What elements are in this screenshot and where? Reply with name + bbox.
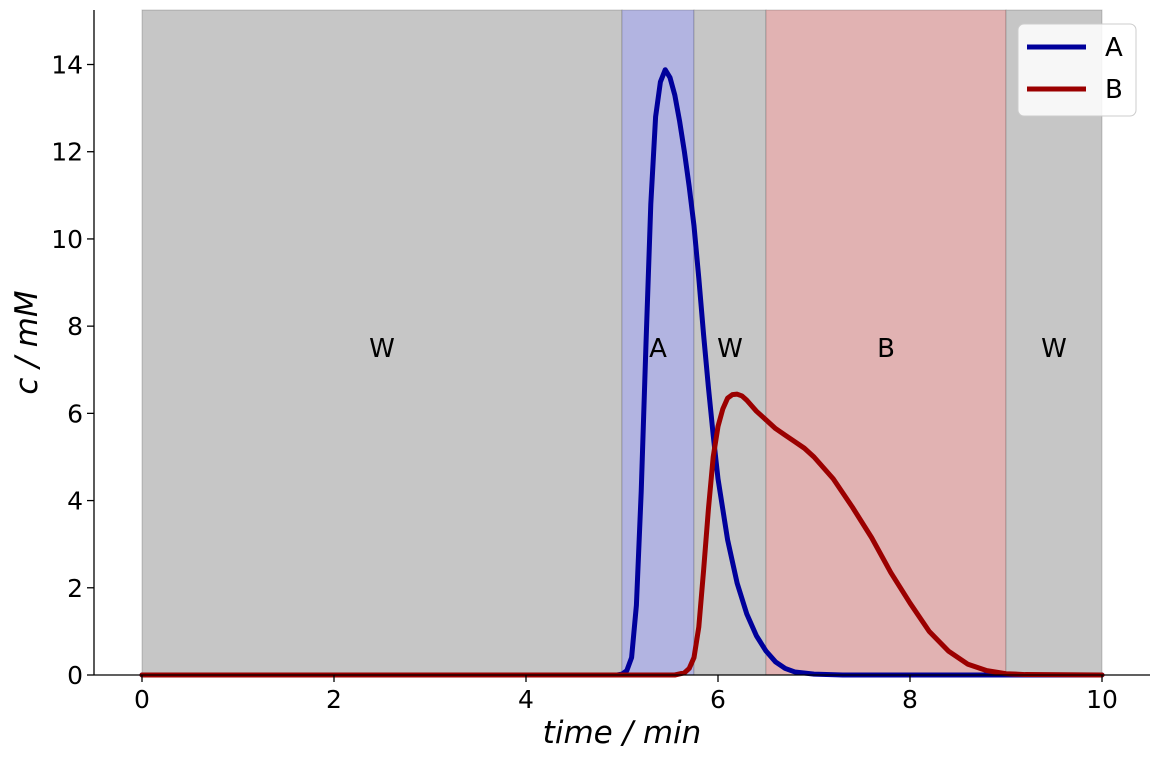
region-label-3: B <box>877 334 895 364</box>
legend-label-A: A <box>1105 33 1123 63</box>
series-line-A <box>139 67 1105 678</box>
y-tick-label-0: 0 <box>67 661 83 690</box>
legend-label-B: B <box>1105 75 1123 105</box>
series-lines <box>139 67 1105 678</box>
region-0 <box>141 9 623 676</box>
region-4 <box>1005 9 1103 676</box>
x-tick-label-4: 8 <box>902 685 918 714</box>
y-tick-label-1: 2 <box>67 574 83 603</box>
y-tick-label-7: 14 <box>51 51 83 80</box>
region-label-0: W <box>369 334 395 364</box>
axes <box>93 10 1150 676</box>
y-tick-label-3: 6 <box>67 399 83 428</box>
y-tick-label-2: 4 <box>67 487 83 516</box>
region-label-1: A <box>649 334 667 364</box>
x-tick-label-3: 6 <box>710 685 726 714</box>
x-tick-label-2: 4 <box>518 685 534 714</box>
y-tick-label-4: 8 <box>67 312 83 341</box>
x-axis-label: time / min <box>543 715 702 751</box>
region-label-4: W <box>1041 334 1067 364</box>
region-label-2: W <box>717 334 743 364</box>
y-tick-label-6: 12 <box>51 138 83 167</box>
x-tick-label-5: 10 <box>1086 685 1118 714</box>
legend: AB <box>1017 23 1137 117</box>
regions <box>141 9 1103 676</box>
ticks: 0 2 4 6 8 10 0 2 4 6 8 10 12 14 <box>51 51 1118 714</box>
series-line-B <box>139 391 1105 678</box>
x-tick-label-1: 2 <box>326 685 342 714</box>
y-axis-label: c / mM <box>9 290 45 394</box>
x-tick-label-0: 0 <box>134 685 150 714</box>
y-tick-label-5: 10 <box>51 225 83 254</box>
